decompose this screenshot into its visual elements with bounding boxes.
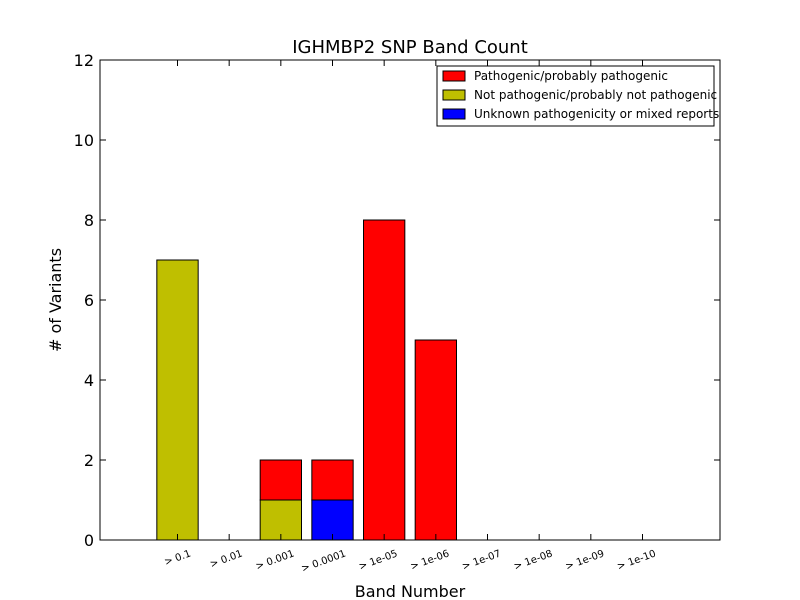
x-tick-label: > 1e-10 bbox=[616, 548, 658, 572]
legend-entry: Not pathogenic/probably not pathogenic bbox=[474, 88, 717, 102]
y-axis-label: # of Variants bbox=[46, 248, 65, 352]
legend-box bbox=[436, 65, 715, 127]
bar-pathogenic-5 bbox=[414, 339, 457, 541]
bar-not-pathogenic-2 bbox=[259, 499, 302, 541]
x-tick-label: > 1e-05 bbox=[357, 548, 399, 572]
y-axis: 0 2 4 6 8 10 12 bbox=[74, 51, 720, 550]
x-tick-label: > 1e-08 bbox=[512, 548, 554, 572]
x-tick-label: > 0.0001 bbox=[300, 548, 348, 574]
bar-pathogenic-3 bbox=[311, 459, 354, 501]
x-tick-label: > 0.01 bbox=[209, 548, 245, 570]
bar-not-pathogenic-0 bbox=[156, 259, 199, 541]
bar-pathogenic-2 bbox=[259, 459, 302, 501]
legend-swatch bbox=[442, 70, 466, 82]
y-tick-label: 0 bbox=[84, 531, 94, 550]
x-axis-label: Band Number bbox=[355, 582, 466, 600]
bar-unknown-pathogenicity-or-mixed-reports-3 bbox=[311, 499, 354, 541]
x-tick-label: > 1e-09 bbox=[564, 548, 606, 572]
x-tick-label: > 0.001 bbox=[254, 548, 296, 572]
legend-swatch bbox=[442, 89, 466, 101]
legend-entry: Pathogenic/probably pathogenic bbox=[474, 69, 668, 83]
bars-layer bbox=[156, 219, 457, 541]
y-tick-label: 4 bbox=[84, 371, 94, 390]
legend-swatch bbox=[442, 108, 466, 120]
legend: Pathogenic/probably pathogenic Not pathog… bbox=[436, 65, 719, 127]
x-tick-label: > 1e-06 bbox=[409, 548, 451, 572]
y-tick-label: 2 bbox=[84, 451, 94, 470]
bar-pathogenic-4 bbox=[363, 219, 406, 541]
x-tick-label: > 1e-07 bbox=[461, 548, 503, 572]
chart-title: IGHMBP2 SNP Band Count bbox=[292, 37, 528, 58]
y-tick-label: 10 bbox=[74, 131, 94, 150]
y-tick-label: 12 bbox=[74, 51, 94, 70]
legend-entry: Unknown pathogenicity or mixed reports bbox=[474, 107, 719, 121]
x-axis: > 0.1 > 0.01 > 0.001 > 0.0001 > 1e-05 > 1e-06… bbox=[163, 60, 658, 575]
y-tick-label: 6 bbox=[84, 291, 94, 310]
x-tick-label: > 0.1 bbox=[163, 548, 193, 568]
y-tick-label: 8 bbox=[84, 211, 94, 230]
